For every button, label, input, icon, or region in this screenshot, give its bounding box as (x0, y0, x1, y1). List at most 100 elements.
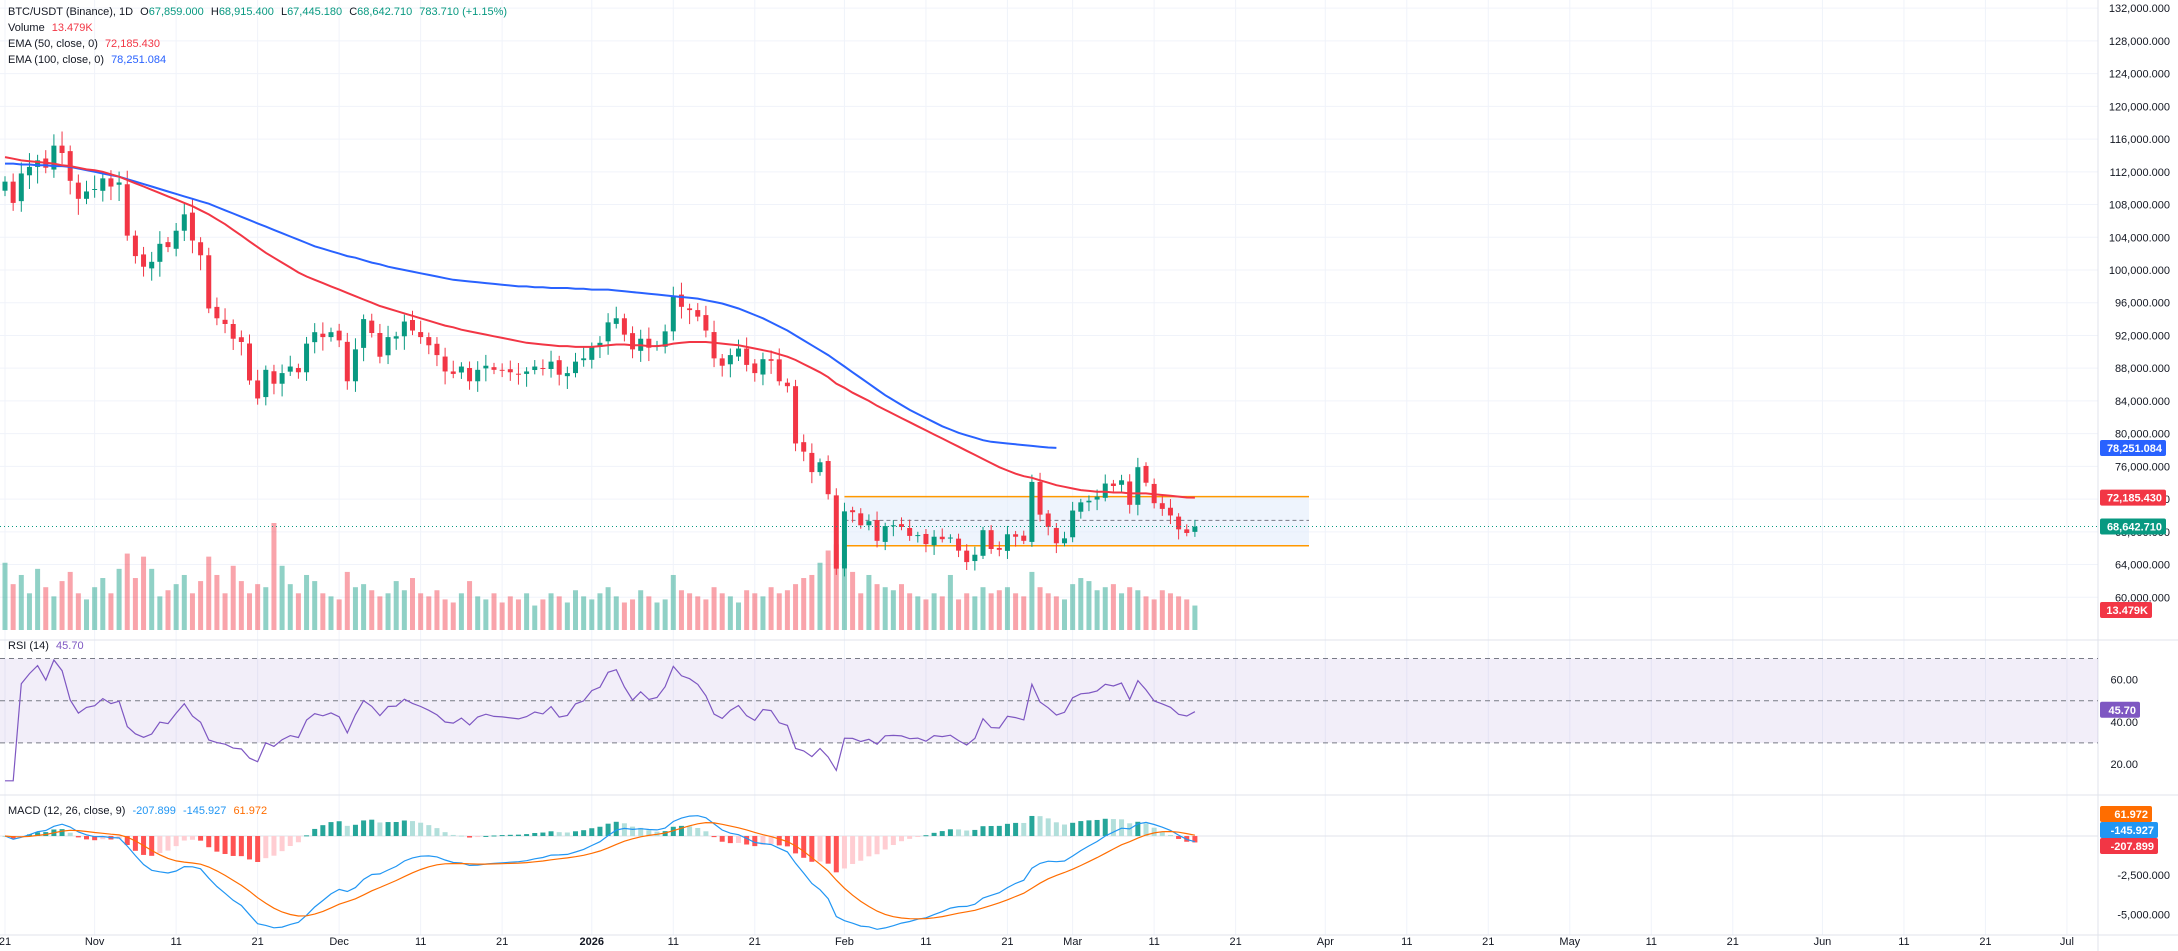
candle-body (793, 386, 799, 444)
macd-hist-bar (336, 821, 342, 837)
volume-bar (1029, 571, 1035, 630)
candle-body (809, 452, 815, 473)
ema100-legend[interactable]: EMA (100, close, 0) 78,251.084 (8, 54, 170, 66)
volume-bar (793, 584, 799, 630)
volume-bar (1102, 587, 1108, 630)
price-axis[interactable]: 60,000.00064,000.00068,000.00072,000.000… (2109, 3, 2170, 921)
symbol-title[interactable]: BTC/USDT (Binance), 1D (8, 6, 134, 18)
candle-body (132, 235, 138, 257)
macd-hist-bar (1135, 821, 1141, 837)
macd-hist-bar (1062, 824, 1067, 837)
volume-bar (670, 574, 676, 630)
volume-bar (401, 590, 407, 630)
macd-hist-bar (540, 832, 546, 837)
macd-hist-bar (793, 836, 799, 854)
volume-bar (589, 599, 595, 630)
consolidation-box[interactable] (844, 495, 1309, 547)
candle-body (972, 554, 978, 562)
ema50-value: 72,185.430 (104, 38, 160, 50)
volume-bar (801, 578, 807, 630)
volume-legend[interactable]: Volume 13.479K (8, 22, 97, 34)
volume-bar (695, 596, 701, 630)
ema100-label: EMA (100, close, 0) (8, 54, 104, 66)
volume-bar (295, 593, 301, 630)
volume-bar (124, 553, 130, 630)
time-axis[interactable]: 21 Nov 11 21 Dec 11 21 2026 11 21 Feb 11 21 Mar 11 21 Ap… (0, 936, 2074, 948)
volume-bar (1159, 590, 1165, 630)
ema50-legend[interactable]: EMA (50, close, 0) 72,185.430 (8, 38, 164, 50)
candle-body (84, 191, 89, 199)
candle-body (35, 160, 41, 167)
volume-bar (393, 581, 399, 630)
macd-hist-bar (214, 836, 220, 852)
volume-bar (336, 599, 342, 630)
time-tick-label: Mar (1063, 936, 1082, 948)
candle-body (727, 355, 733, 365)
macd-hist-tag-bg (2100, 806, 2152, 822)
candle-body (483, 365, 489, 369)
candle-body (532, 366, 538, 371)
candle-body (556, 360, 562, 375)
volume-bar (312, 581, 318, 630)
macd-label: MACD (12, 26, close, 9) (8, 805, 126, 817)
candle-body (1102, 483, 1108, 498)
volume-bar (752, 593, 758, 630)
rsi-legend[interactable]: RSI (14) 45.70 (8, 640, 88, 652)
main-legend[interactable]: BTC/USDT (Binance), 1D O67,859.000 H68,9… (8, 6, 511, 18)
volume-bar (1094, 590, 1100, 630)
volume-bar (361, 584, 367, 630)
volume-bar (43, 587, 49, 630)
macd-hist-bar (426, 825, 432, 837)
volume-bar (279, 565, 285, 630)
volume-bar (923, 599, 929, 630)
candle-body (646, 338, 652, 348)
price-tick-label: 80,000.000 (2115, 429, 2170, 441)
macd-hist-bar (931, 832, 937, 837)
macd-hist-bar (597, 826, 603, 837)
macd-hist-bar (556, 832, 562, 837)
time-tick-label: 21 (749, 936, 761, 948)
candle-body (841, 511, 847, 569)
volume-bar (344, 571, 350, 630)
volume-bar (1037, 587, 1043, 630)
volume-bar (67, 571, 73, 630)
volume-bar (100, 578, 106, 630)
macd-hist-bar (605, 823, 611, 837)
time-tick-label: 11 (920, 936, 931, 948)
macd-hist-bar (768, 836, 774, 844)
macd-hist-bar (132, 836, 138, 851)
macd-hist-bar (711, 836, 717, 838)
macd-line (4, 815, 1196, 930)
rsi-tick-label: 40.00 (2110, 717, 2138, 729)
macd-hist-bar (956, 829, 962, 837)
volume-bar (825, 550, 831, 630)
candle-body (931, 536, 937, 546)
macd-hist-bar (352, 824, 358, 837)
candle-body (499, 369, 505, 371)
macd-hist-bar (59, 829, 65, 837)
macd-hist-bar (499, 835, 505, 837)
volume-bar (988, 593, 994, 630)
candle-body (141, 254, 147, 267)
time-tick-label: 11 (1646, 936, 1657, 948)
candle-body (304, 343, 310, 373)
volume-bar (35, 568, 41, 630)
volume-bar (1119, 593, 1125, 630)
macd-hist-bar (1013, 822, 1019, 837)
ema50-tag-bg (2100, 489, 2166, 506)
macd-hist-bar (646, 830, 652, 837)
volume-bar (450, 602, 456, 630)
macd-legend[interactable]: MACD (12, 26, close, 9) -207.899 -145.92… (8, 805, 271, 817)
macd-hist-bar (947, 829, 953, 837)
candle-body (548, 361, 554, 369)
volume-bar (833, 544, 839, 630)
macd-hist-bar (238, 836, 244, 857)
price-tick-label: 108,000.000 (2109, 200, 2170, 212)
candle-body (59, 145, 65, 153)
volume-bar (939, 596, 945, 630)
candle-body (695, 310, 701, 317)
volume-bar (597, 593, 603, 630)
macd-value-tag-bg (2100, 838, 2158, 854)
volume-bar (703, 599, 709, 630)
